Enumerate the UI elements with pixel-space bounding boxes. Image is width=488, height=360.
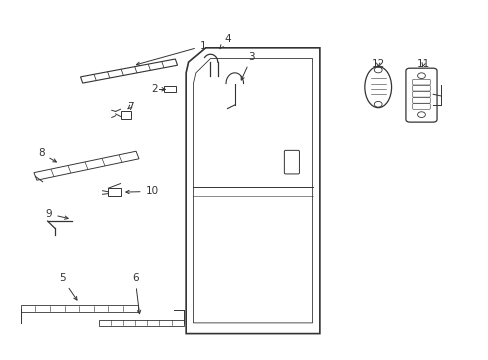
Text: 2: 2 (151, 84, 165, 94)
Bar (108, 188, 120, 196)
Text: 9: 9 (46, 209, 68, 219)
Text: 4: 4 (219, 34, 230, 49)
Text: 8: 8 (38, 148, 56, 162)
Text: 10: 10 (125, 186, 158, 197)
Text: 11: 11 (416, 59, 429, 69)
Text: 5: 5 (59, 273, 77, 300)
Bar (120, 111, 131, 119)
Text: 12: 12 (371, 59, 384, 69)
Text: 3: 3 (241, 52, 255, 80)
Text: 6: 6 (132, 273, 141, 314)
Text: 1: 1 (136, 41, 206, 66)
Text: 7: 7 (127, 102, 133, 112)
